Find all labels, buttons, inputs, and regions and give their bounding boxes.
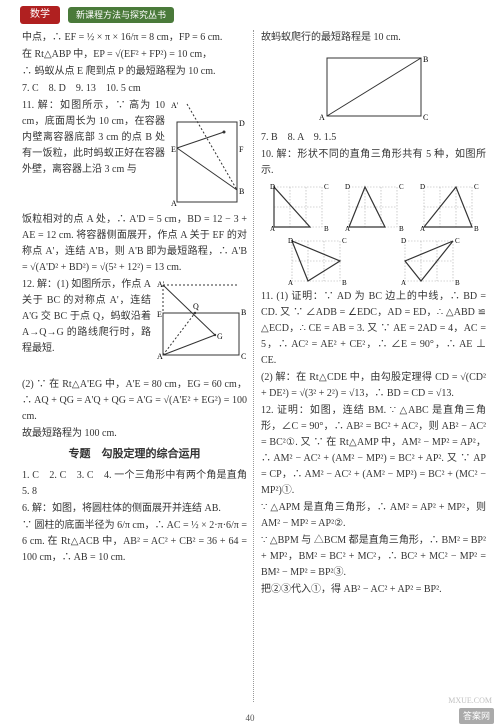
svg-text:A': A' — [157, 280, 165, 289]
text-line: 故蚂蚁爬行的最短路程是 10 cm. — [261, 30, 486, 46]
text-line: 把②③代入①，得 AB² − AC² + AP² = BP². — [261, 582, 486, 598]
text-line: ∵ △BPM 与 △BCM 都是直角三角形，∴ BM² = BP² + MP²，… — [261, 533, 486, 581]
svg-text:D: D — [270, 183, 275, 191]
svg-text:A: A — [270, 225, 275, 233]
svg-text:G: G — [217, 332, 223, 341]
rectangle-figure: A' B C Q G A E — [155, 277, 247, 375]
svg-text:D: D — [345, 183, 350, 191]
svg-text:D: D — [239, 119, 245, 128]
text-line: ∵ △APM 是直角三角形，∴ AM² = AP² + MP²，则 AM² − … — [261, 500, 486, 532]
text-line: (2) 解：在 Rt△CDE 中，由勾股定理得 CD = √(CD² + DE²… — [261, 370, 486, 402]
text-line: ∵ 圆柱的底面半径为 6/π cm，∴ AC = ½ × 2·π·6/π = 6… — [22, 518, 247, 566]
svg-text:E: E — [171, 145, 176, 154]
page-number: 40 — [0, 711, 500, 725]
grid-triangle: D C A B — [268, 181, 330, 233]
text-line: 在 Rt△ABP 中，EP = √(EF² + FP²) = 10 cm， — [22, 47, 247, 63]
svg-text:B: B — [241, 308, 246, 317]
svg-text:A: A — [345, 225, 350, 233]
svg-text:B: B — [423, 55, 428, 64]
fig-block-2: A' B C Q G A E 12. 解：(1) 如图所示，作点 A 关于 BC… — [22, 277, 247, 357]
svg-text:D: D — [420, 183, 425, 191]
svg-text:A: A — [319, 113, 325, 122]
grid-triangle: D C A B — [286, 235, 348, 287]
text-line: 12. 证明：如图，连结 BM. ∵ △ABC 是直角三角形，∠C = 90°，… — [261, 403, 486, 499]
svg-text:C: C — [455, 237, 460, 245]
text-line: 10. 解：形状不同的直角三角形共有 5 种，如图所示. — [261, 147, 486, 179]
text-line: 中点，∴ EF = ½ × π × 16/π = 8 cm，FP = 6 cm. — [22, 30, 247, 46]
svg-text:C: C — [423, 113, 428, 122]
square-figure: A B C — [309, 48, 439, 128]
svg-text:E: E — [157, 310, 162, 319]
svg-text:B: B — [474, 225, 479, 233]
section-title: 专题 勾股定理的综合运用 — [22, 446, 247, 464]
svg-text:D: D — [288, 237, 293, 245]
triangle-row-2: D C A B D C A B — [261, 235, 486, 287]
content-columns: 中点，∴ EF = ½ × π × 16/π = 8 cm，FP = 6 cm.… — [0, 28, 500, 710]
svg-text:B: B — [455, 279, 460, 287]
fig-block-1: A' D E F A B 11. 解：如图所示，∵ 高为 10 cm，底面周长为… — [22, 98, 247, 178]
svg-text:C: C — [342, 237, 347, 245]
text-line: 11. (1) 证明：∵ AD 为 BC 边上的中线，∴ BD = CD. 又 … — [261, 289, 486, 369]
grid-triangle: D C A B — [418, 181, 480, 233]
text-line: ∴ 蚂蚁从点 E 爬到点 P 的最短路程为 10 cm. — [22, 64, 247, 80]
svg-text:C: C — [324, 183, 329, 191]
svg-text:C: C — [241, 352, 246, 361]
left-column: 中点，∴ EF = ½ × π × 16/π = 8 cm，FP = 6 cm.… — [22, 30, 247, 702]
column-divider — [253, 30, 255, 702]
container-figure: A' D E F A B — [169, 98, 247, 210]
page-header: 数学 新课程方法与探究丛书 — [0, 0, 500, 28]
svg-text:A: A — [401, 279, 406, 287]
svg-text:C: C — [399, 183, 404, 191]
right-column: 故蚂蚁爬行的最短路程是 10 cm. A B C 7. B 8. A 9. 1.… — [261, 30, 486, 702]
grid-triangle: D C A B — [399, 235, 461, 287]
svg-text:C: C — [474, 183, 479, 191]
watermark-url: MXUE.COM — [448, 695, 492, 708]
svg-text:A: A — [288, 279, 293, 287]
subject-badge: 数学 — [20, 6, 60, 24]
svg-text:D: D — [401, 237, 406, 245]
svg-text:A: A — [157, 352, 163, 361]
watermark-badge: 答案网 — [459, 708, 494, 724]
svg-text:B: B — [239, 187, 244, 196]
text-line: 1. C 2. C 3. C 4. 一个三角形中有两个角是直角 5. 8 — [22, 468, 247, 500]
text-line: 7. C 8. D 9. 13 10. 5 cm — [22, 81, 247, 97]
text-line: 故最短路程为 100 cm. — [22, 426, 247, 442]
svg-text:B: B — [342, 279, 347, 287]
series-badge: 新课程方法与探究丛书 — [68, 7, 174, 23]
svg-text:A: A — [420, 225, 425, 233]
text-line: 7. B 8. A 9. 1.5 — [261, 130, 486, 146]
svg-text:Q: Q — [193, 302, 199, 311]
svg-text:A': A' — [171, 101, 179, 110]
text-line: 饭粒相对的点 A 处，∴ A'D = 5 cm，BD = 12 − 3 + AE… — [22, 212, 247, 276]
svg-text:F: F — [239, 145, 244, 154]
svg-text:B: B — [399, 225, 404, 233]
svg-text:A: A — [171, 199, 177, 208]
svg-text:B: B — [324, 225, 329, 233]
grid-triangle: D C A B — [343, 181, 405, 233]
triangle-row-1: D C A B D C A B D C A B — [261, 181, 486, 233]
text-line: (2) ∵ 在 Rt△A'EG 中，A'E = 80 cm，EG = 60 cm… — [22, 377, 247, 425]
text-line: 6. 解：如图，将圆柱体的侧面展开并连结 AB. — [22, 501, 247, 517]
